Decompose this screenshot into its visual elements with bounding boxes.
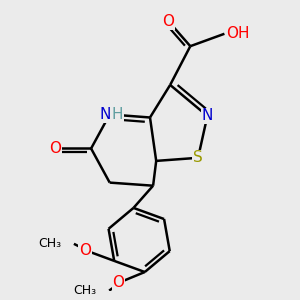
Text: N: N: [202, 108, 213, 123]
Text: CH₃: CH₃: [38, 237, 61, 250]
Text: O: O: [79, 242, 91, 257]
Text: H: H: [111, 107, 123, 122]
Text: OH: OH: [226, 26, 250, 41]
Text: CH₃: CH₃: [74, 284, 97, 297]
Text: S: S: [193, 150, 203, 165]
Text: N: N: [100, 107, 111, 122]
Text: O: O: [163, 14, 175, 29]
Text: O: O: [50, 141, 61, 156]
Text: O: O: [112, 275, 124, 290]
